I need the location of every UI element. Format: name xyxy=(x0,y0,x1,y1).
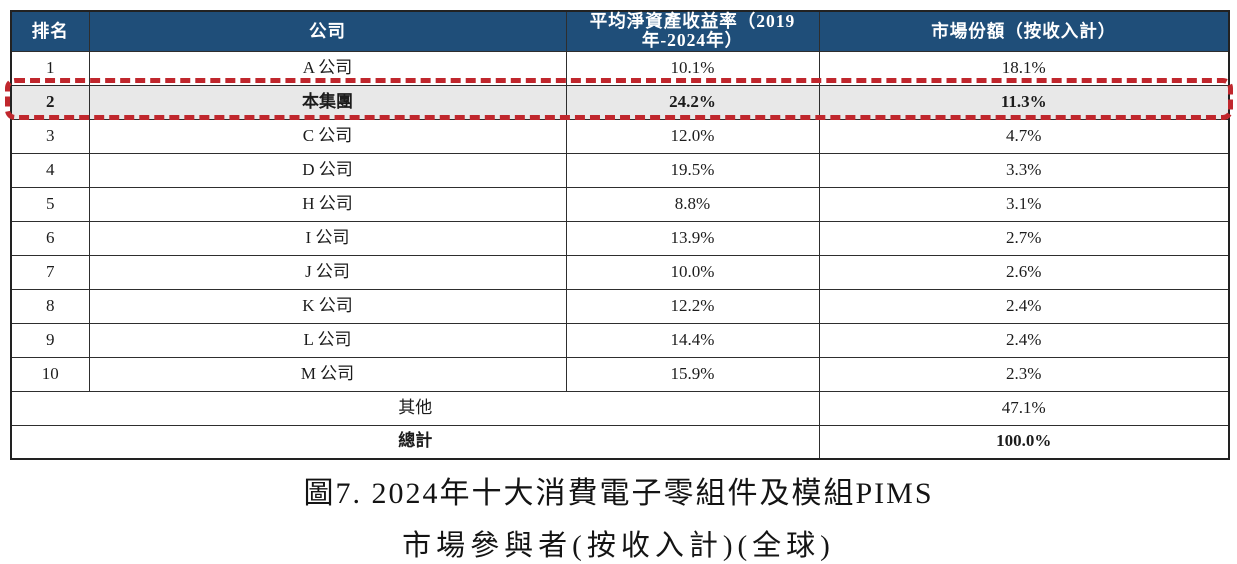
ranking-table: 排名 公司 平均淨資產收益率（2019年-2024年） 市場份額（按收入計） 1… xyxy=(10,10,1230,460)
company-cell: C 公司 xyxy=(88,118,567,154)
rank-cell: 3 xyxy=(10,118,90,154)
share-cell: 3.3% xyxy=(818,152,1230,188)
roe-cell: 10.1% xyxy=(565,50,820,86)
others-row: 其他 47.1% xyxy=(10,390,1230,426)
others-share-cell: 47.1% xyxy=(818,390,1230,426)
rank-cell: 7 xyxy=(10,254,90,290)
table-row: 9 L 公司 14.4% 2.4% xyxy=(10,322,1230,358)
header-rank: 排名 xyxy=(10,10,90,52)
table-row-group-highlighted: 2 本集團 24.2% 11.3% xyxy=(10,84,1230,120)
roe-cell: 12.2% xyxy=(565,288,820,324)
company-cell: 本集團 xyxy=(88,84,567,120)
rank-cell: 1 xyxy=(10,50,90,86)
share-cell: 3.1% xyxy=(818,186,1230,222)
header-row: 排名 公司 平均淨資產收益率（2019年-2024年） 市場份額（按收入計） xyxy=(10,10,1230,52)
roe-cell: 19.5% xyxy=(565,152,820,188)
table-row: 1 A 公司 10.1% 18.1% xyxy=(10,50,1230,86)
company-cell: J 公司 xyxy=(88,254,567,290)
rank-cell: 10 xyxy=(10,356,90,392)
ranking-table-container: 排名 公司 平均淨資產收益率（2019年-2024年） 市場份額（按收入計） 1… xyxy=(5,10,1233,460)
share-cell: 18.1% xyxy=(818,50,1230,86)
figure-caption-line1: 圖7. 2024年十大消費電子零組件及模組PIMS xyxy=(303,477,934,510)
others-label-cell: 其他 xyxy=(10,390,820,426)
company-cell: A 公司 xyxy=(88,50,567,86)
company-cell: H 公司 xyxy=(88,186,567,222)
table-row: 3 C 公司 12.0% 4.7% xyxy=(10,118,1230,154)
share-cell: 2.6% xyxy=(818,254,1230,290)
figure-caption-line2: 市場參與者(按收入計)(全球) xyxy=(402,530,835,562)
table-row: 4 D 公司 19.5% 3.3% xyxy=(10,152,1230,188)
roe-cell: 15.9% xyxy=(565,356,820,392)
company-cell: M 公司 xyxy=(88,356,567,392)
table-row: 10 M 公司 15.9% 2.3% xyxy=(10,356,1230,392)
total-share-cell: 100.0% xyxy=(818,424,1230,460)
company-cell: I 公司 xyxy=(88,220,567,256)
table-row: 6 I 公司 13.9% 2.7% xyxy=(10,220,1230,256)
company-cell: D 公司 xyxy=(88,152,567,188)
share-cell: 2.4% xyxy=(818,288,1230,324)
share-cell: 2.3% xyxy=(818,356,1230,392)
header-market-share: 市場份額（按收入計） xyxy=(818,10,1230,52)
header-company: 公司 xyxy=(88,10,567,52)
roe-cell: 14.4% xyxy=(565,322,820,358)
table-row: 7 J 公司 10.0% 2.6% xyxy=(10,254,1230,290)
share-cell: 11.3% xyxy=(818,84,1230,120)
rank-cell: 4 xyxy=(10,152,90,188)
company-cell: K 公司 xyxy=(88,288,567,324)
rank-cell: 2 xyxy=(10,84,90,120)
rank-cell: 5 xyxy=(10,186,90,222)
roe-cell: 13.9% xyxy=(565,220,820,256)
rank-cell: 6 xyxy=(10,220,90,256)
roe-cell: 24.2% xyxy=(565,84,820,120)
roe-cell: 10.0% xyxy=(565,254,820,290)
share-cell: 4.7% xyxy=(818,118,1230,154)
total-row: 總計 100.0% xyxy=(10,424,1230,460)
rank-cell: 9 xyxy=(10,322,90,358)
header-roe: 平均淨資產收益率（2019年-2024年） xyxy=(565,10,820,52)
figure-caption: 圖7. 2024年十大消費電子零組件及模組PIMS 市場參與者(按收入計)(全球… xyxy=(0,468,1237,564)
share-cell: 2.7% xyxy=(818,220,1230,256)
roe-cell: 8.8% xyxy=(565,186,820,222)
rank-cell: 8 xyxy=(10,288,90,324)
table-row: 8 K 公司 12.2% 2.4% xyxy=(10,288,1230,324)
company-cell: L 公司 xyxy=(88,322,567,358)
table-row: 5 H 公司 8.8% 3.1% xyxy=(10,186,1230,222)
total-label-cell: 總計 xyxy=(10,424,820,460)
roe-cell: 12.0% xyxy=(565,118,820,154)
share-cell: 2.4% xyxy=(818,322,1230,358)
